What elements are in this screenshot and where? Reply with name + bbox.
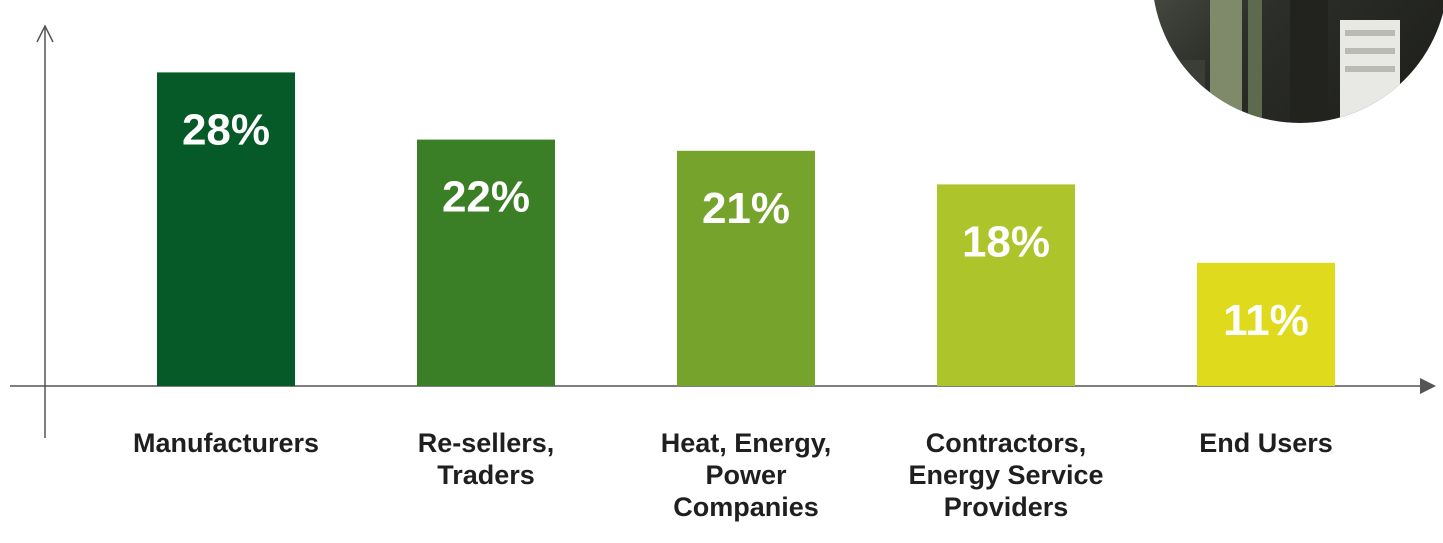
category-label-line: Power (705, 460, 787, 490)
bar-4 (937, 184, 1075, 386)
category-label-line: Energy Service (908, 460, 1103, 490)
category-label-line: Companies (673, 492, 819, 522)
category-label-line: End Users (1199, 428, 1333, 458)
bar-2 (417, 139, 555, 386)
bar-value-label-2: 22% (442, 173, 530, 222)
bar-value-label-5: 11% (1223, 296, 1309, 345)
bar-1 (157, 72, 295, 387)
x-axis-arrow (1420, 378, 1436, 394)
category-label-line: Providers (944, 492, 1069, 522)
category-label-line: Re-sellers, (418, 428, 555, 458)
bar-value-label-1: 28% (182, 105, 270, 154)
category-label-2: Re-sellers, Traders (418, 428, 555, 490)
bar-5 (1197, 262, 1335, 386)
labels-layer: Manufacturers Re-sellers, Traders Heat, Ene… (133, 428, 1333, 522)
bars-layer: 28% 22% 21% 18% 11% (157, 72, 1335, 387)
category-label-line: Heat, Energy, (661, 428, 832, 458)
category-label-line: Contractors, (926, 428, 1087, 458)
bar-3 (677, 150, 815, 386)
y-axis-arrow (36, 24, 54, 43)
category-label-5: End Users (1199, 428, 1333, 458)
category-label-1: Manufacturers (133, 428, 319, 458)
category-label-4: Contractors, Energy Service Providers (908, 428, 1103, 522)
category-label-line: Manufacturers (133, 428, 319, 458)
corner-photo (1152, 0, 1443, 123)
category-label-line: Traders (437, 460, 535, 490)
category-label-3: Heat, Energy, Power Companies (661, 428, 832, 522)
bar-value-label-3: 21% (702, 184, 790, 233)
bar-value-label-4: 18% (962, 217, 1050, 266)
